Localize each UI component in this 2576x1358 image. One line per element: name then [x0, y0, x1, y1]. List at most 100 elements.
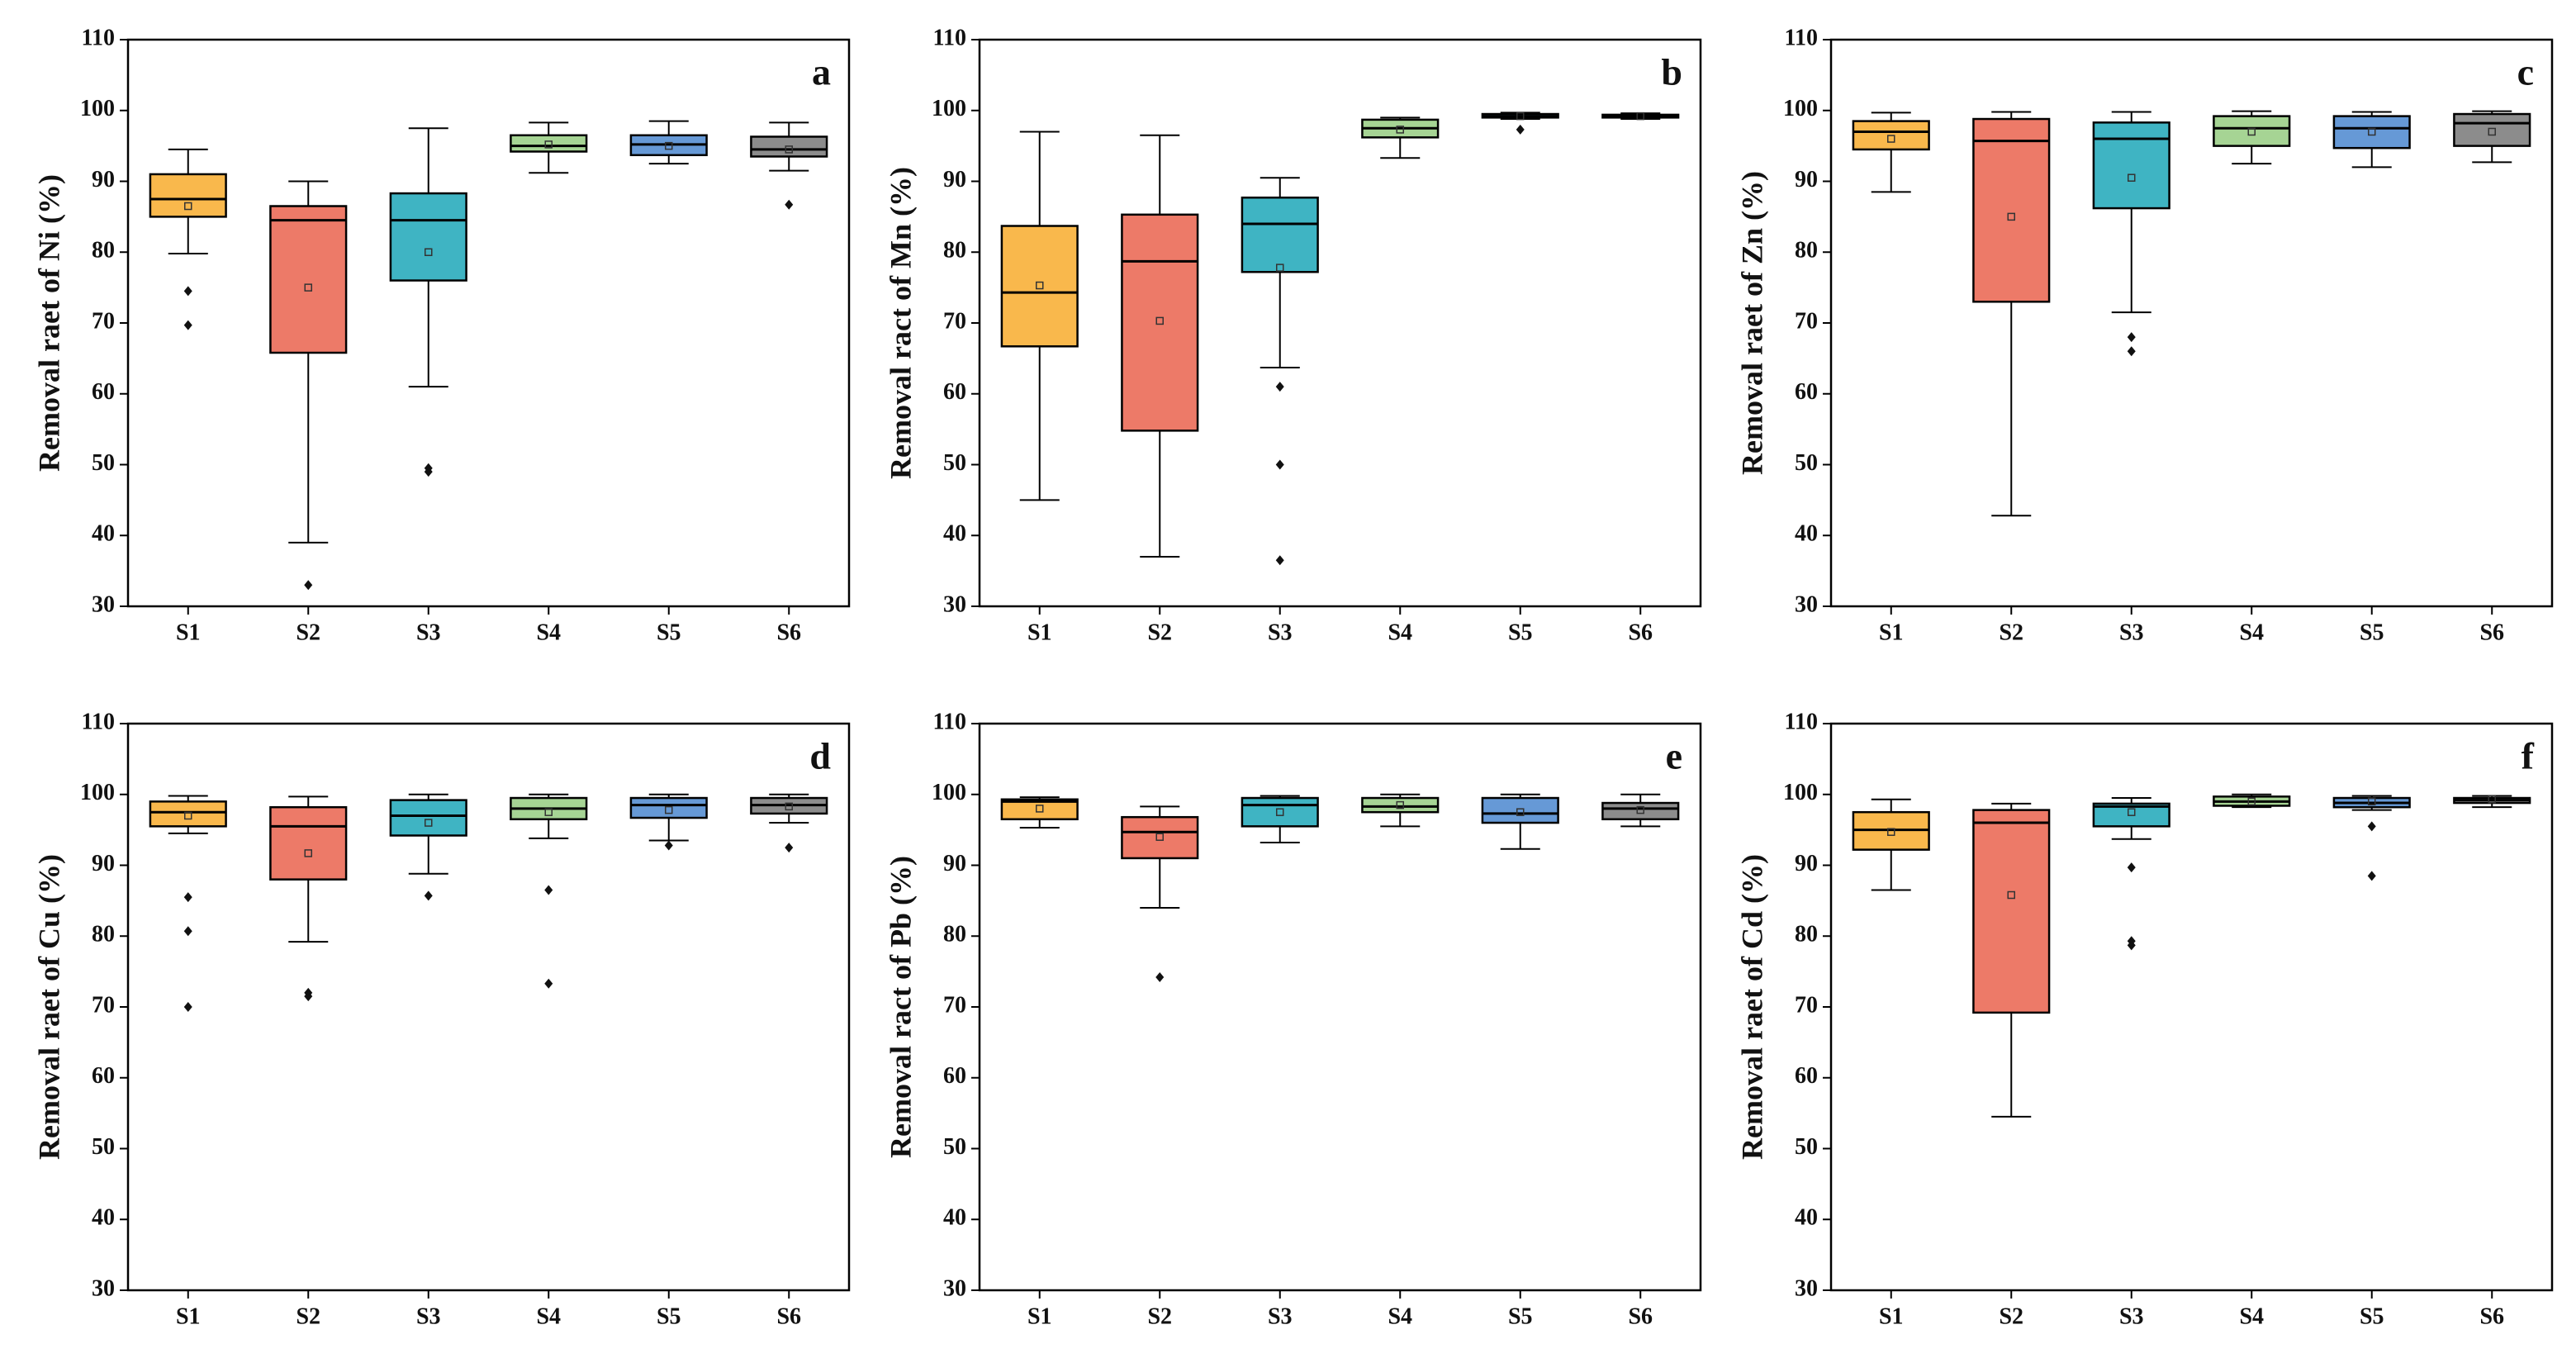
mean-marker	[2488, 127, 2496, 136]
mean-marker	[785, 145, 793, 154]
panel: 30 40 50 60 70 80 90 100 110 Removal raet of Ni (…	[32, 25, 851, 645]
mean-marker	[1396, 126, 1404, 134]
y-tick-label: 60	[943, 1063, 966, 1089]
mean-marker	[1887, 828, 1895, 836]
plot-frame	[126, 38, 851, 608]
outlier	[785, 843, 794, 853]
box	[269, 205, 348, 354]
y-axis-label: Removal raet of Zn (%)	[1735, 171, 1768, 475]
y-tick-label: 50	[1795, 1134, 1818, 1160]
panel-label: d	[809, 735, 831, 777]
panel: 30 40 50 60 70 80 90 100 110 Removal raet of Cd (…	[1735, 709, 2554, 1329]
outlier	[2127, 346, 2136, 357]
y-axis-label: Removal raet of Ni (%)	[32, 174, 65, 472]
y-tick-label: 100	[932, 780, 966, 805]
box	[2332, 115, 2411, 150]
y-tick-label: 90	[92, 851, 115, 876]
mean-marker	[2247, 797, 2256, 806]
x-tick-label: S3	[2119, 1303, 2144, 1329]
outlier	[2127, 940, 2136, 951]
mean-marker	[425, 248, 433, 256]
mean-marker	[304, 849, 312, 857]
y-tick-label: 70	[92, 992, 115, 1018]
x-tick-label: S3	[1268, 620, 1293, 645]
x-tick-label: S5	[2360, 620, 2384, 645]
mean-marker	[1887, 135, 1895, 143]
box	[269, 805, 348, 881]
outlier	[424, 890, 433, 901]
mean-marker	[2128, 808, 2136, 816]
x-tick-label: S2	[1147, 620, 1172, 645]
box	[2092, 121, 2170, 210]
mean-marker	[1155, 833, 1164, 841]
box	[1241, 796, 1319, 828]
panel-label: b	[1661, 51, 1682, 93]
panel-label: a	[812, 51, 831, 93]
x-tick-label: S5	[2360, 1303, 2384, 1329]
box	[389, 192, 467, 282]
y-tick-label: 30	[92, 1275, 115, 1301]
y-tick-label: 80	[92, 922, 115, 947]
mean-marker	[665, 805, 673, 814]
outlier	[183, 320, 192, 330]
outlier	[1275, 382, 1284, 392]
outlier	[1275, 459, 1284, 470]
x-tick-label: S4	[1388, 620, 1412, 645]
y-axis-label: Removal raet of Cu (%)	[32, 854, 65, 1160]
x-tick-label: S3	[416, 620, 441, 645]
box	[1601, 801, 1680, 821]
x-tick-label: S2	[1999, 620, 2023, 645]
panel-label: c	[2517, 51, 2534, 93]
outlier	[1516, 124, 1525, 135]
y-tick-label: 40	[943, 1205, 966, 1231]
outlier	[183, 926, 192, 937]
mean-marker	[665, 141, 673, 150]
x-tick-label: S2	[1999, 1303, 2023, 1329]
y-tick-label: 70	[1795, 992, 1818, 1018]
y-tick-label: 60	[92, 379, 115, 405]
panel: 30 40 50 60 70 80 90 100 110 Removal ract of Pb (…	[884, 709, 1702, 1329]
y-tick-label: 50	[943, 450, 966, 476]
y-tick-label: 100	[1783, 780, 1818, 805]
mean-marker	[1155, 316, 1164, 325]
outlier	[183, 286, 192, 297]
outlier	[1155, 971, 1165, 982]
x-tick-label: S5	[657, 620, 681, 645]
x-tick-label: S4	[1388, 1303, 1412, 1329]
y-tick-label: 30	[943, 591, 966, 617]
box	[1972, 117, 2051, 303]
x-tick-label: S5	[1508, 1303, 1533, 1329]
y-tick-label: 70	[1795, 308, 1818, 334]
panel-label: f	[2521, 735, 2535, 777]
mean-marker	[1276, 808, 1284, 816]
y-tick-label: 110	[933, 709, 966, 734]
x-tick-label: S2	[1147, 1303, 1172, 1329]
panel: 30 40 50 60 70 80 90 100 110 Removal raet of Cu (…	[32, 709, 851, 1329]
y-axis-label: Removal ract of Mn (%)	[884, 167, 917, 479]
y-tick-label: 60	[1795, 1063, 1818, 1089]
mean-marker	[2368, 797, 2376, 806]
mean-marker	[1636, 112, 1644, 121]
y-tick-label: 80	[943, 238, 966, 264]
y-tick-label: 100	[80, 96, 115, 121]
y-tick-label: 70	[92, 308, 115, 334]
y-tick-label: 40	[1795, 521, 1818, 547]
panel: 30 40 50 60 70 80 90 100 110 Removal raet of Zn (…	[1735, 25, 2554, 645]
outlier	[424, 467, 433, 477]
mean-marker	[2488, 795, 2496, 804]
x-tick-label: S2	[296, 620, 320, 645]
plot-frame	[126, 722, 851, 1292]
y-tick-label: 110	[1785, 25, 1818, 50]
y-tick-label: 100	[1783, 96, 1818, 121]
y-tick-label: 80	[1795, 922, 1818, 947]
y-tick-label: 60	[92, 1063, 115, 1089]
mean-marker	[1636, 805, 1644, 814]
mean-marker	[2368, 127, 2376, 136]
outlier	[785, 199, 794, 210]
outlier	[664, 840, 673, 851]
x-tick-label: S1	[176, 1303, 201, 1329]
y-tick-label: 50	[943, 1134, 966, 1160]
y-tick-label: 80	[92, 238, 115, 264]
mean-marker	[1036, 281, 1044, 290]
